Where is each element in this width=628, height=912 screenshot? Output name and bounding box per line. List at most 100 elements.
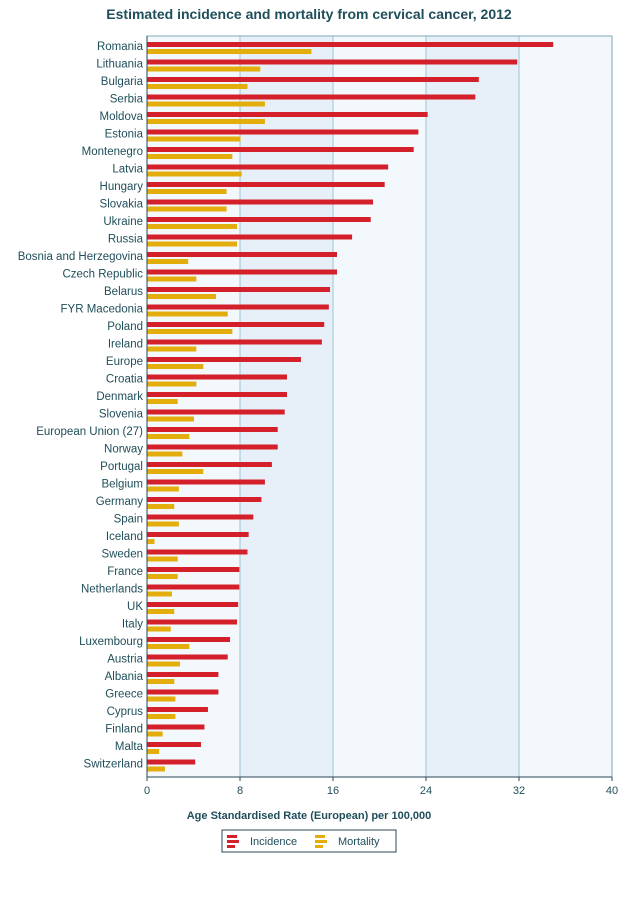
- category-label: Sweden: [101, 549, 143, 561]
- bar-incidence: [147, 427, 278, 432]
- bar-mortality: [147, 294, 217, 299]
- bar-incidence: [147, 182, 385, 187]
- bar-incidence: [147, 234, 353, 240]
- bar-mortality: [147, 416, 194, 422]
- bar-mortality: [147, 644, 190, 649]
- bar-incidence: [147, 217, 371, 222]
- plot-background: [147, 36, 612, 777]
- bar-mortality: [147, 521, 179, 527]
- legend-incidence-label: Incidence: [250, 836, 297, 848]
- bar-mortality: [147, 661, 181, 667]
- bar-mortality: [147, 591, 172, 597]
- category-label: FYR Macedonia: [61, 304, 144, 316]
- bar-incidence: [147, 287, 331, 292]
- bar-mortality: [147, 714, 176, 719]
- category-label: Bulgaria: [101, 76, 144, 88]
- x-tick-label: 40: [606, 785, 618, 797]
- bar-incidence: [147, 514, 254, 520]
- x-tick-label: 8: [237, 785, 243, 797]
- category-label: Belgium: [101, 479, 143, 491]
- bar-mortality: [147, 381, 197, 387]
- bar-incidence: [147, 759, 196, 765]
- bar-incidence: [147, 357, 301, 362]
- category-label: Bosnia and Herzegovina: [18, 251, 144, 263]
- bar-incidence: [147, 689, 219, 695]
- category-label: Malta: [115, 741, 144, 753]
- category-label: Serbia: [110, 94, 144, 106]
- bar-mortality: [147, 276, 197, 282]
- category-label: Greece: [105, 689, 143, 701]
- bar-mortality: [147, 189, 227, 194]
- category-label: Germany: [96, 496, 144, 508]
- category-label: Netherlands: [81, 584, 143, 596]
- bar-mortality: [147, 399, 178, 404]
- bar-incidence: [147, 304, 329, 310]
- bar-incidence: [147, 602, 239, 607]
- bar-mortality: [147, 154, 233, 159]
- category-label: Poland: [107, 321, 143, 333]
- category-label: Slovakia: [100, 199, 144, 211]
- category-label: Romania: [97, 41, 144, 53]
- category-label: Spain: [114, 514, 143, 526]
- bar-mortality: [147, 696, 176, 702]
- bar-incidence: [147, 409, 285, 415]
- category-label: Albania: [105, 671, 144, 683]
- bar-incidence: [147, 199, 374, 205]
- x-tick-label: 24: [420, 785, 432, 797]
- bar-mortality: [147, 504, 175, 509]
- bar-incidence: [147, 707, 208, 712]
- bar-mortality: [147, 259, 189, 264]
- category-label: Estonia: [105, 129, 144, 141]
- grid-lines: [146, 35, 613, 781]
- plot-band: [426, 36, 519, 777]
- category-label: Europe: [106, 356, 143, 368]
- bar-incidence: [147, 637, 231, 642]
- bar-mortality: [147, 469, 204, 474]
- bar-mortality: [147, 749, 160, 754]
- category-label: Ukraine: [103, 216, 143, 228]
- category-label: UK: [127, 601, 143, 613]
- bar-mortality: [147, 451, 183, 457]
- category-label: Finland: [105, 724, 143, 736]
- bar-mortality: [147, 171, 242, 177]
- bar-incidence: [147, 252, 337, 257]
- category-label: Denmark: [96, 391, 143, 403]
- category-label: Hungary: [100, 181, 144, 193]
- bar-incidence: [147, 129, 419, 135]
- bar-mortality: [147, 119, 265, 124]
- bar-incidence: [147, 549, 248, 555]
- category-label: Lithuania: [96, 59, 143, 71]
- legend-mortality-swatch: [315, 835, 327, 848]
- bar-mortality: [147, 84, 248, 89]
- bar-incidence: [147, 77, 479, 82]
- bar-incidence: [147, 567, 240, 572]
- category-label: Norway: [104, 444, 143, 456]
- bar-mortality: [147, 364, 204, 369]
- bar-mortality: [147, 224, 238, 229]
- bar-incidence: [147, 742, 201, 747]
- category-label: Slovenia: [99, 409, 144, 421]
- bar-incidence: [147, 269, 337, 275]
- category-label: Portugal: [100, 461, 143, 473]
- category-label: Latvia: [112, 164, 143, 176]
- bar-incidence: [147, 479, 265, 485]
- bar-mortality: [147, 574, 178, 579]
- bar-incidence: [147, 584, 240, 590]
- bar-incidence: [147, 392, 287, 397]
- bar-incidence: [147, 444, 278, 450]
- bar-incidence: [147, 94, 476, 100]
- category-label: European Union (27): [36, 426, 143, 438]
- bar-incidence: [147, 619, 238, 625]
- legend-mortality-label: Mortality: [338, 836, 380, 848]
- bar-mortality: [147, 556, 178, 562]
- bar-mortality: [147, 539, 155, 544]
- bar-incidence: [147, 147, 414, 152]
- category-label: Cyprus: [107, 706, 144, 718]
- bar-mortality: [147, 66, 261, 72]
- x-tick-label: 16: [327, 785, 339, 797]
- category-label: Austria: [107, 654, 143, 666]
- bar-incidence: [147, 374, 287, 380]
- category-labels: Romania Lithuania Bulgaria Serbia Moldova Est…: [18, 41, 144, 771]
- bar-mortality: [147, 49, 312, 54]
